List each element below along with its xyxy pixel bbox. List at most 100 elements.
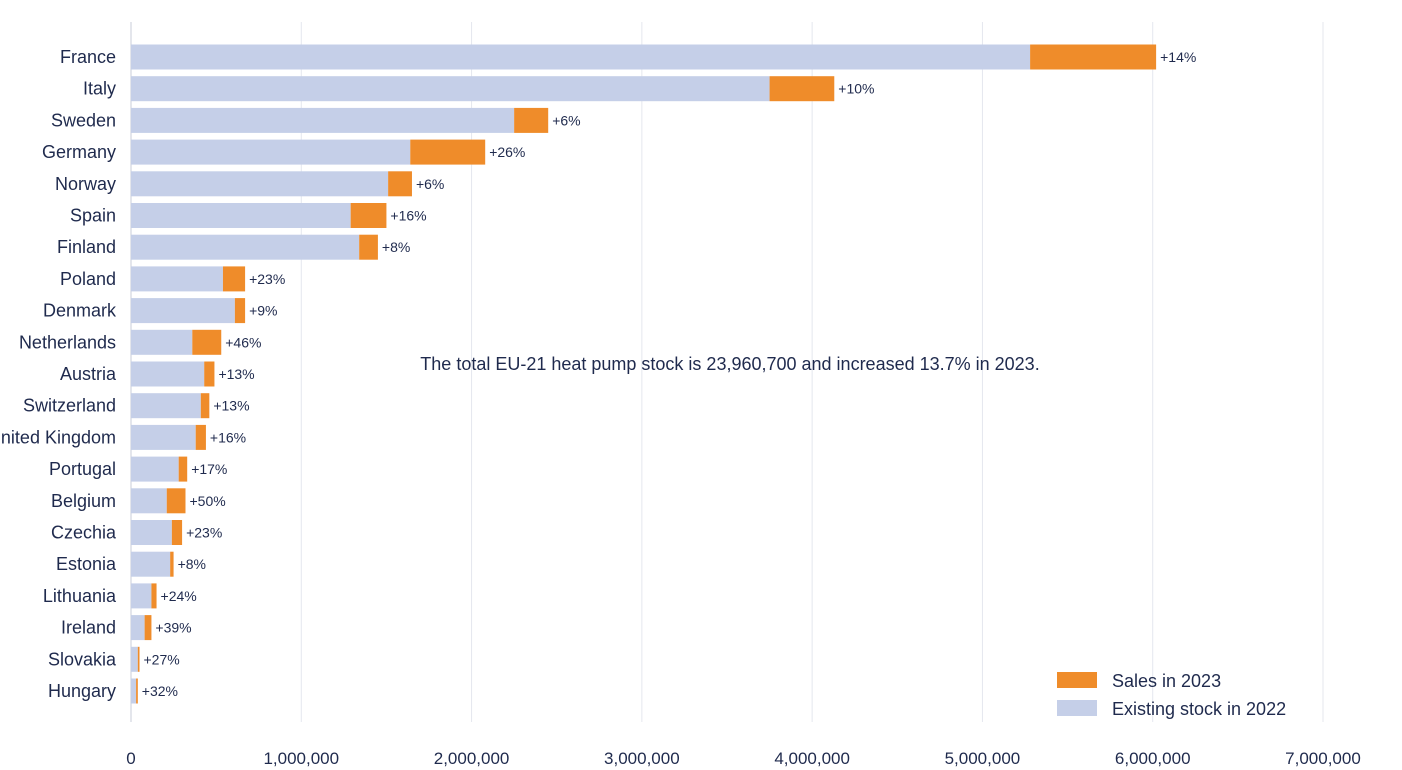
growth-label: +13% <box>213 398 249 414</box>
growth-label: +24% <box>161 588 197 604</box>
x-axis-ticks: 0 1,000,000 2,000,000 3,000,000 4,000,000 5,0… <box>126 749 1361 768</box>
category-label: Sweden <box>51 110 116 130</box>
growth-label: +27% <box>144 651 180 667</box>
growth-label: +26% <box>489 144 525 160</box>
x-tick-label: 4,000,000 <box>774 749 850 768</box>
category-label: Germany <box>42 142 116 162</box>
growth-label: +39% <box>155 620 191 636</box>
bar-existing-stock <box>131 488 167 514</box>
bar-existing-stock <box>131 361 205 387</box>
bar-existing-stock <box>131 139 411 165</box>
category-label: Finland <box>57 237 116 257</box>
growth-label: +23% <box>186 525 222 541</box>
category-label: Switzerland <box>23 396 116 416</box>
bar-existing-stock <box>131 520 172 545</box>
growth-label: +17% <box>191 461 227 477</box>
legend: Sales in 2023 Existing stock in 2022 <box>1057 671 1286 719</box>
bar-sales-2023 <box>192 329 222 355</box>
bar-existing-stock <box>131 171 389 197</box>
growth-label: +16% <box>390 208 426 224</box>
category-label: United Kingdom <box>0 427 116 447</box>
legend-swatch-stock <box>1057 700 1097 716</box>
category-label: Poland <box>60 269 116 289</box>
bar-existing-stock <box>131 107 515 133</box>
growth-label: +23% <box>249 271 285 287</box>
category-label: Norway <box>55 174 116 194</box>
bar-sales-2023 <box>170 551 174 577</box>
bar-sales-2023 <box>769 76 835 102</box>
growth-label: +9% <box>249 303 277 319</box>
bar-existing-stock <box>131 329 193 355</box>
bar-sales-2023 <box>359 234 378 260</box>
category-label: France <box>60 47 116 67</box>
bar-sales-2023 <box>166 488 186 514</box>
bar-existing-stock <box>131 615 145 641</box>
x-tick-label: 1,000,000 <box>263 749 339 768</box>
bar-existing-stock <box>131 456 179 482</box>
bar-sales-2023 <box>222 266 246 292</box>
category-label: Czechia <box>51 523 117 543</box>
category-label: Spain <box>70 206 116 226</box>
bar-sales-2023 <box>388 171 412 197</box>
bar-sales-2023 <box>410 139 486 165</box>
growth-label: +50% <box>189 493 225 509</box>
total-stock-annotation: The total EU-21 heat pump stock is 23,96… <box>420 354 1039 374</box>
x-tick-label: 2,000,000 <box>434 749 510 768</box>
category-label: Lithuania <box>43 586 117 606</box>
x-tick-label: 0 <box>126 749 135 768</box>
growth-label: +13% <box>218 366 254 382</box>
bar-sales-2023 <box>136 678 138 704</box>
bar-sales-2023 <box>200 393 210 419</box>
legend-swatch-sales <box>1057 672 1097 688</box>
growth-label: +8% <box>178 556 206 572</box>
bar-sales-2023 <box>178 456 188 482</box>
category-label: Denmark <box>43 301 117 321</box>
category-label: Slovakia <box>48 649 117 669</box>
growth-label: +8% <box>382 239 410 255</box>
x-tick-label: 3,000,000 <box>604 749 680 768</box>
bar-existing-stock <box>131 266 223 292</box>
category-label: Estonia <box>56 554 117 574</box>
category-label: Belgium <box>51 491 116 511</box>
category-label: Netherlands <box>19 332 116 352</box>
bar-existing-stock <box>131 44 1031 70</box>
bar-sales-2023 <box>151 583 157 609</box>
growth-label: +6% <box>552 112 580 128</box>
category-label: Italy <box>83 79 116 99</box>
growth-labels: +14% +10% +6% +26% +6% +16% +8% +23% +9% +46% +13%… <box>142 49 1197 699</box>
x-tick-label: 5,000,000 <box>945 749 1021 768</box>
category-label: Portugal <box>49 459 116 479</box>
bar-existing-stock <box>131 393 201 419</box>
bar-existing-stock <box>131 234 360 260</box>
bar-sales-2023 <box>514 107 549 133</box>
growth-label: +46% <box>225 334 261 350</box>
bar-existing-stock <box>131 298 235 324</box>
bar-sales-2023 <box>204 361 215 387</box>
bar-sales-2023 <box>195 424 206 450</box>
growth-label: +6% <box>416 176 444 192</box>
category-label: Hungary <box>48 681 116 701</box>
bar-sales-2023 <box>144 615 152 641</box>
bar-existing-stock <box>131 583 152 609</box>
bars <box>131 44 1157 704</box>
gridlines <box>130 22 1324 722</box>
category-labels: France Italy Sweden Germany Norway Spain Finla… <box>0 47 117 701</box>
growth-label: +16% <box>210 429 246 445</box>
bar-sales-2023 <box>350 203 387 228</box>
bar-existing-stock <box>131 424 196 450</box>
bar-existing-stock <box>131 203 351 228</box>
category-label: Austria <box>60 364 117 384</box>
bar-existing-stock <box>131 646 138 672</box>
growth-label: +14% <box>1160 49 1196 65</box>
bar-existing-stock <box>131 76 770 102</box>
legend-label-sales: Sales in 2023 <box>1112 671 1221 691</box>
bar-sales-2023 <box>234 298 246 324</box>
growth-label: +32% <box>142 683 178 699</box>
legend-label-stock: Existing stock in 2022 <box>1112 699 1286 719</box>
bar-sales-2023 <box>1030 44 1157 70</box>
growth-label: +10% <box>838 81 874 97</box>
bar-existing-stock <box>131 678 137 704</box>
bar-existing-stock <box>131 551 171 577</box>
x-tick-label: 7,000,000 <box>1285 749 1361 768</box>
